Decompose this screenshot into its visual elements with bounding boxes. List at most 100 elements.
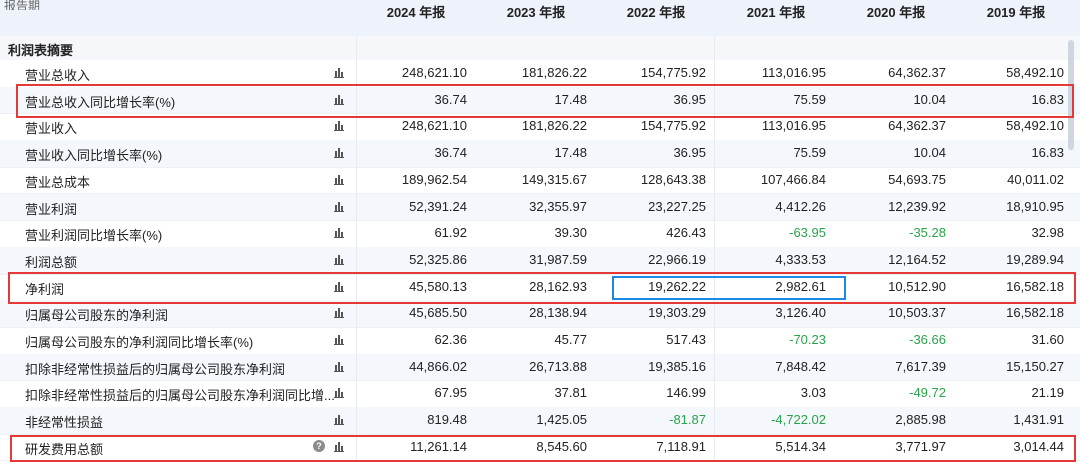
- table-cell: 426.43: [666, 225, 706, 241]
- bar-chart-icon[interactable]: [333, 280, 345, 292]
- row-label: 营业总收入同比增长率(%): [25, 94, 176, 110]
- bar-chart-icon[interactable]: [333, 173, 345, 185]
- year-column-2019[interactable]: 2019 年报: [986, 5, 1046, 20]
- year-column-2024[interactable]: 2024 年报: [386, 5, 446, 20]
- year-column-2020[interactable]: 2020 年报: [866, 5, 926, 20]
- table-cell: 45,685.50: [409, 305, 467, 321]
- table-cell: 107,466.84: [760, 171, 826, 187]
- table-cell: 75.59: [793, 145, 826, 161]
- table-cell: 19,262.22: [648, 278, 706, 294]
- table-cell: 19,303.29: [648, 305, 706, 321]
- table-cell: 4,412.26: [775, 198, 826, 214]
- table-row: 归属母公司股东的净利润同比增长率(%) 62.36 45.77 517.43 -70.2…: [0, 327, 1080, 355]
- bar-chart-icon[interactable]: [333, 333, 345, 345]
- table-cell: -70.23: [789, 332, 826, 347]
- table-cell: 16,582.18: [1006, 278, 1064, 294]
- table-cell: 15,150.27: [1006, 358, 1064, 374]
- table-cell: 189,962.54: [401, 171, 467, 187]
- bar-chart-icon[interactable]: [333, 200, 345, 212]
- row-label: 归属母公司股东的净利润同比增长率(%): [25, 335, 254, 350]
- table-cell: 8,545.60: [536, 438, 587, 454]
- table-cell: 36.74: [434, 91, 467, 107]
- row-label: 营业收入同比增长率(%): [25, 148, 163, 164]
- table-cell: 16,582.18: [1006, 305, 1064, 321]
- highlight-box-rd: [10, 435, 1076, 462]
- table-row: 扣除非经常性损益后的归属母公司股东净利润同比增... 67.95 37.81 146.…: [0, 380, 1080, 409]
- table-cell: 4,333.53: [775, 251, 826, 267]
- table-cell: 19,289.94: [1006, 251, 1064, 267]
- bar-chart-icon[interactable]: [333, 119, 345, 132]
- table-cell: 1,431.91: [1013, 412, 1064, 428]
- row-label: 营业总收入: [25, 68, 91, 83]
- year-column-2021[interactable]: 2021 年报: [746, 5, 806, 20]
- table-row: 利润总额 52,325.86 31,987.59 22,966.19 4,333.53 1…: [0, 246, 1080, 275]
- year-column-2023[interactable]: 2023 年报: [506, 5, 566, 20]
- column-divider: [714, 36, 715, 462]
- table-cell: 31,987.59: [529, 251, 587, 267]
- table-cell: 12,239.92: [888, 198, 946, 214]
- table-cell: 22,966.19: [648, 251, 706, 267]
- table-cell: 7,617.39: [895, 358, 946, 374]
- table-cell: 7,848.42: [775, 358, 826, 374]
- column-divider: [356, 36, 357, 462]
- table-cell: 64,362.37: [888, 65, 946, 80]
- bar-chart-icon[interactable]: [333, 93, 345, 105]
- table-cell: 32,355.97: [529, 198, 587, 214]
- table-cell: 3,126.40: [775, 305, 826, 321]
- row-label: 营业利润: [25, 201, 78, 217]
- table-cell: 28,162.93: [529, 278, 587, 294]
- row-label: 非经常性损益: [25, 415, 104, 431]
- table-cell: 45.77: [554, 332, 587, 347]
- table-cell: 31.60: [1031, 332, 1064, 347]
- row-label: 归属母公司股东的净利润: [25, 308, 169, 324]
- year-column-2022[interactable]: 2022 年报: [626, 5, 686, 20]
- table-cell: 154,775.92: [640, 65, 706, 80]
- bar-chart-icon[interactable]: [333, 386, 345, 399]
- bar-chart-icon[interactable]: [333, 66, 345, 78]
- vertical-scrollbar[interactable]: [1068, 40, 1074, 150]
- table-cell: 2,885.98: [895, 412, 946, 428]
- bar-chart-icon[interactable]: [333, 413, 345, 426]
- table-cell: 45,580.13: [409, 278, 467, 294]
- clipped-header-label: 报告期: [4, 0, 41, 10]
- highlight-box-2022-2021: [612, 276, 846, 300]
- table-cell: 17.48: [554, 145, 587, 161]
- bar-chart-icon[interactable]: [333, 360, 345, 372]
- table-cell: -63.95: [789, 225, 826, 241]
- table-cell: 10,512.90: [888, 278, 946, 294]
- bar-chart-icon[interactable]: [333, 226, 345, 239]
- table-cell: 18,910.95: [1006, 198, 1064, 214]
- table-cell: 3,014.44: [1013, 438, 1064, 454]
- table-row: 归属母公司股东的净利润 45,685.50 28,138.94 19,303.29 3,…: [0, 300, 1080, 328]
- table-cell: 2,982.61: [775, 278, 826, 294]
- table-cell: -81.87: [669, 412, 706, 428]
- table-row: 非经常性损益 819.48 1,425.05 -81.87 -4,722.02 2,885…: [0, 407, 1080, 435]
- section-header: 利润表摘要: [0, 36, 1080, 60]
- row-label: 营业利润同比增长率(%): [25, 228, 163, 244]
- table-row: 营业收入同比增长率(%) 36.74 17.48 36.95 75.59 10.04 16.…: [0, 140, 1080, 168]
- table-cell: 54,693.75: [888, 171, 946, 187]
- table-cell: 181,826.22: [521, 65, 587, 80]
- help-icon[interactable]: ?: [313, 439, 325, 452]
- table-cell: 12,164.52: [888, 251, 946, 267]
- table-cell: 819.48: [427, 412, 467, 428]
- bar-chart-icon[interactable]: [333, 306, 345, 319]
- table-cell: 1,425.05: [536, 412, 587, 428]
- row-label: 净利润: [25, 281, 65, 297]
- table-cell: 36.74: [434, 145, 467, 161]
- table-cell: 36.95: [673, 145, 706, 161]
- bar-chart-icon[interactable]: [333, 146, 345, 159]
- table-cell: 113,016.95: [761, 65, 826, 80]
- table-cell: 39.30: [554, 225, 587, 241]
- bar-chart-icon[interactable]: [333, 253, 345, 265]
- table-cell: 75.59: [793, 91, 826, 107]
- row-label: 营业收入: [25, 121, 78, 137]
- section-title: 利润表摘要: [8, 43, 74, 58]
- table-cell: 248,621.10: [401, 118, 467, 134]
- bar-chart-icon[interactable]: [333, 440, 345, 452]
- highlight-box-net-profit: [8, 272, 1076, 304]
- highlight-box-growth: [16, 84, 1074, 118]
- table-cell: 40,011.02: [1007, 171, 1064, 187]
- table-cell: 23,227.25: [648, 198, 706, 214]
- row-label: 扣除非经常性损益后的归属母公司股东净利润同比增...: [25, 388, 335, 404]
